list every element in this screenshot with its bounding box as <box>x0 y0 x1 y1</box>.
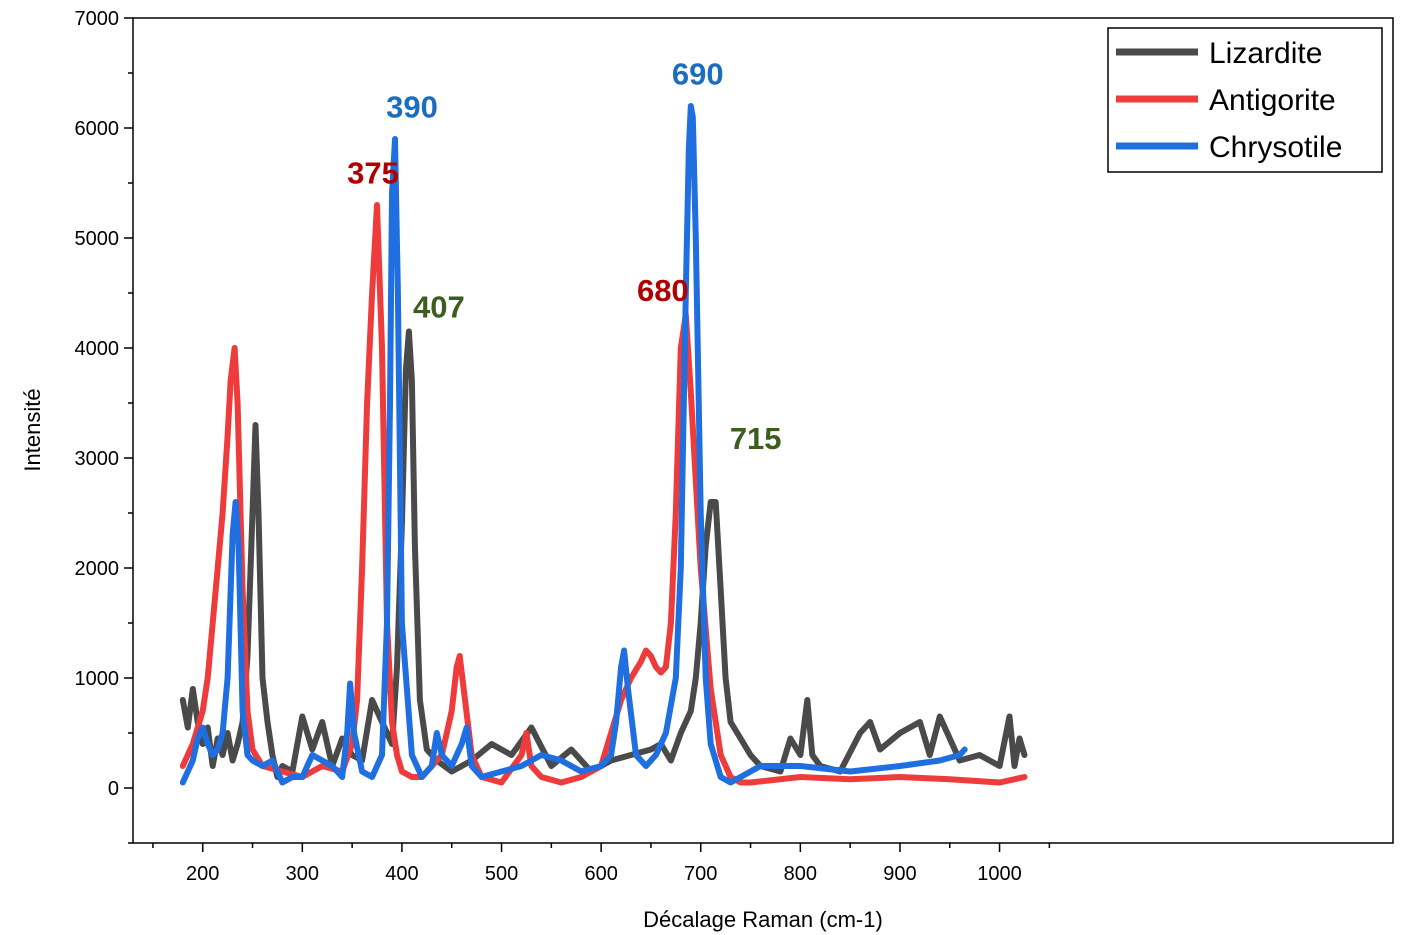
x-tick-label: 300 <box>286 863 319 885</box>
legend-label-chrysotile: Chrysotile <box>1209 131 1342 164</box>
peak-label-680: 680 <box>637 273 689 308</box>
axis-tick-labels: 200 300 400 500 600 700 800 900 1000 0 1000 2000 300… <box>75 8 1022 885</box>
peak-label-715: 715 <box>730 421 782 456</box>
y-tick-label: 0 <box>108 778 119 800</box>
legend-label-lizardite: Lizardite <box>1209 37 1322 70</box>
legend-label-antigorite: Antigorite <box>1209 84 1336 117</box>
plot-frame <box>132 17 1394 844</box>
y-tick-label: 3000 <box>75 448 120 470</box>
series-line-antigorite <box>179 202 1028 786</box>
y-tick-label: 7000 <box>75 8 120 30</box>
x-tick-label: 800 <box>784 863 817 885</box>
x-tick-label: 200 <box>186 863 219 885</box>
series-line-chrysotile <box>179 103 968 786</box>
y-tick-label: 5000 <box>75 228 120 250</box>
x-tick-label: 1000 <box>977 863 1022 885</box>
legend: Lizardite Antigorite Chrysotile <box>1107 27 1383 173</box>
peak-label-407: 407 <box>413 290 465 325</box>
x-tick-label: 600 <box>584 863 617 885</box>
axis-ticks <box>124 17 1051 852</box>
peak-label-375: 375 <box>347 156 399 191</box>
x-axis-title: Décalage Raman (cm-1) <box>643 907 883 932</box>
y-tick-label: 6000 <box>75 118 120 140</box>
x-tick-label: 900 <box>883 863 916 885</box>
y-tick-label: 1000 <box>75 668 120 690</box>
peak-label-690: 690 <box>672 57 724 92</box>
x-tick-label: 500 <box>485 863 518 885</box>
peak-annotations: 375 390 407 680 690 715 <box>347 57 781 457</box>
y-axis-title: Intensité <box>20 388 45 471</box>
peak-label-390: 390 <box>386 90 438 125</box>
y-tick-label: 4000 <box>75 338 120 360</box>
x-tick-label: 400 <box>385 863 418 885</box>
series-lines <box>179 103 1028 786</box>
x-tick-label: 700 <box>684 863 717 885</box>
series-line-lizardite <box>179 328 1028 780</box>
y-tick-label: 2000 <box>75 558 120 580</box>
